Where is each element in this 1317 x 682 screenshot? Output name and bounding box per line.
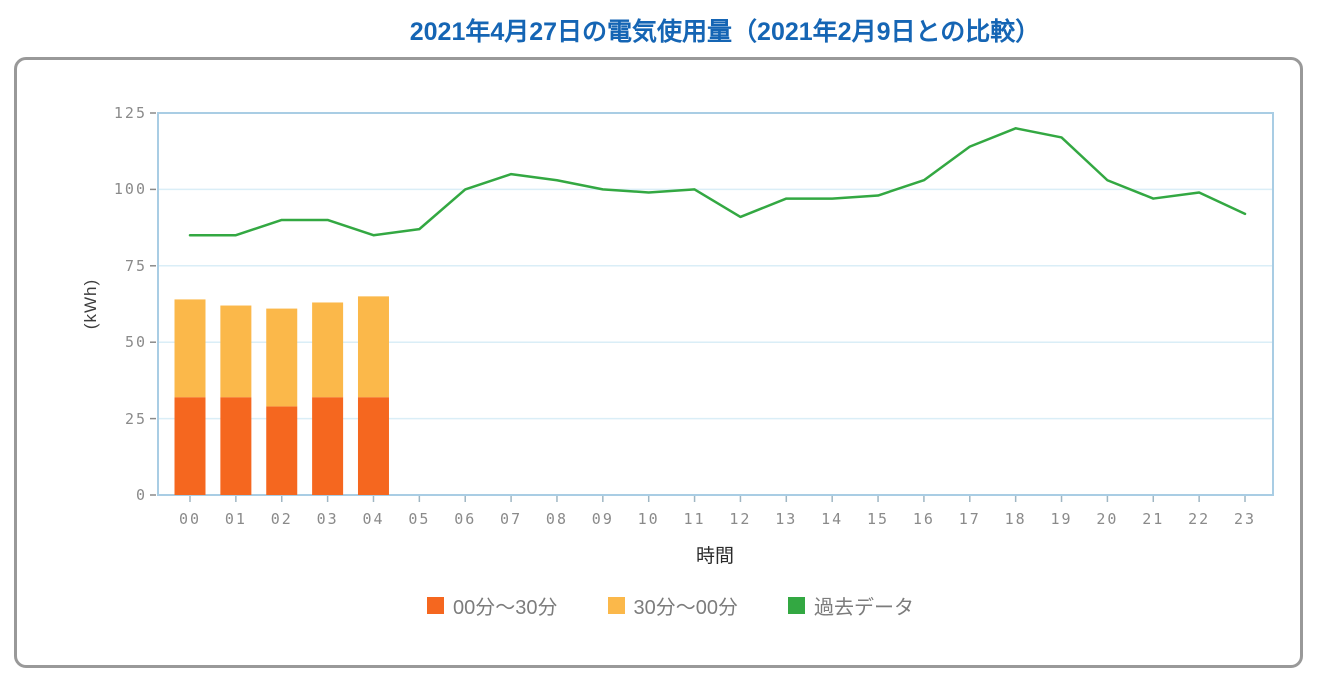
plot-border	[157, 112, 1274, 496]
bar-second-half-00[interactable]	[174, 299, 206, 398]
x-tick-label-14: 14	[821, 510, 844, 528]
legend-item-1[interactable]: 00分～30分	[427, 591, 558, 620]
x-tick-label-08: 08	[545, 510, 568, 528]
x-tick-label-13: 13	[775, 510, 798, 528]
y-axis-title: (kWh)	[81, 278, 100, 330]
x-tick-label-00: 00	[178, 510, 202, 528]
bar-first-half-03[interactable]	[312, 397, 344, 495]
legend-label: 過去データ	[814, 597, 914, 619]
bar-first-half-02[interactable]	[266, 406, 298, 495]
y-tick-label-50: 50	[124, 333, 147, 352]
legend-swatch-icon	[427, 597, 444, 614]
chart-title: 2021年4月27日の電気使用量（2021年2月9日との比較）	[409, 18, 1041, 46]
y-tick-label-25: 25	[124, 409, 147, 428]
x-tick-label-03: 03	[316, 510, 339, 528]
bar-second-half-03[interactable]	[312, 302, 344, 398]
y-tick-label-75: 75	[124, 256, 147, 275]
legend-item-3[interactable]: 過去データ	[788, 591, 914, 620]
bar-first-half-01[interactable]	[220, 397, 252, 495]
x-tick-label-23: 23	[1233, 510, 1257, 528]
x-tick-label-01: 01	[224, 510, 247, 528]
x-tick-label-02: 02	[270, 510, 293, 528]
x-tick-label-20: 20	[1096, 510, 1119, 528]
legend-swatch-icon	[788, 597, 805, 614]
x-tick-label-10: 10	[637, 510, 660, 528]
chart-panel: (kWh) 0 25 50 75 100 125 00 01 02 03 04 05 06 07 08 09…	[14, 57, 1303, 668]
y-tick-label-100: 100	[113, 180, 147, 199]
bar-second-half-01[interactable]	[220, 305, 252, 398]
x-tick-label-12: 12	[729, 510, 752, 528]
bar-second-half-04[interactable]	[357, 296, 389, 398]
x-tick-label-11: 11	[683, 510, 706, 528]
chart-canvas[interactable]	[143, 107, 1283, 503]
x-tick-label-16: 16	[912, 510, 935, 528]
line-past-data[interactable]	[188, 127, 1247, 237]
bar-first-half-04[interactable]	[357, 397, 389, 495]
x-tick-label-22: 22	[1188, 510, 1211, 528]
x-tick-label-15: 15	[867, 510, 890, 528]
x-tick-label-21: 21	[1142, 510, 1165, 528]
x-tick-label-05: 05	[408, 510, 431, 528]
y-tick-label-0: 0	[135, 486, 147, 504]
x-tick-label-19: 19	[1050, 510, 1073, 528]
legend: 00分～30分 30分～00分 過去データ	[17, 591, 1300, 620]
x-tick-label-07: 07	[500, 510, 523, 528]
legend-label: 30分～00分	[633, 597, 739, 619]
y-tick-label-125: 125	[113, 104, 147, 122]
legend-item-2[interactable]: 30分～00分	[607, 591, 739, 620]
x-tick-label-17: 17	[958, 510, 981, 528]
bar-first-half-00[interactable]	[174, 397, 206, 495]
x-tick-label-09: 09	[591, 510, 614, 528]
x-tick-label-18: 18	[1004, 510, 1027, 528]
legend-swatch-icon	[607, 597, 625, 614]
x-tick-label-06: 06	[454, 510, 477, 528]
legend-label: 00分～30分	[453, 597, 558, 619]
x-tick-label-04: 04	[362, 510, 385, 528]
x-axis-title: 時間	[695, 546, 734, 567]
bar-second-half-02[interactable]	[266, 308, 298, 407]
